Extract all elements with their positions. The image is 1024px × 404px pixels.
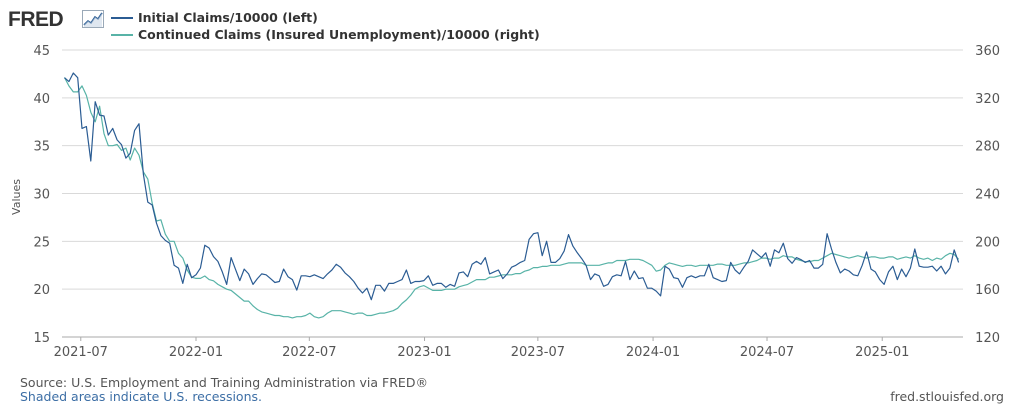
recession-note-link[interactable]: Shaded areas indicate U.S. recessions. (20, 389, 262, 404)
right-tick-label: 200 (975, 235, 1000, 250)
right-tick-label: 280 (975, 140, 1000, 155)
chart-line-icon (82, 10, 104, 28)
source-note: Source: U.S. Employment and Training Adm… (20, 375, 428, 390)
x-tick-label: 2023-01 (397, 345, 451, 360)
left-tick-label: 25 (33, 235, 50, 250)
fred-url-link[interactable]: fred.stlouisfed.org (890, 389, 1004, 404)
right-tick-label: 120 (975, 331, 1000, 346)
left-tick-label: 30 (33, 188, 50, 203)
initial-claims-line (64, 72, 960, 301)
left-axis-ticks: 15 20 25 30 35 40 45 (33, 44, 50, 346)
grid-lines (62, 49, 963, 338)
left-tick-label: 45 (33, 44, 50, 59)
legend-swatch-continued (111, 34, 133, 36)
right-tick-label: 320 (975, 92, 1000, 107)
continued-claims-line (63, 77, 960, 319)
x-tick-label: 2025-01 (855, 345, 909, 360)
legend-label-initial: Initial Claims/10000 (left) (138, 10, 318, 25)
left-tick-label: 20 (33, 283, 50, 298)
x-tick-label: 2024-01 (626, 345, 680, 360)
right-tick-label: 160 (975, 283, 1000, 298)
x-tick-label: 2021-07 (54, 345, 108, 360)
series-lines (63, 72, 960, 319)
right-tick-label: 240 (975, 188, 1000, 203)
chart-plot: 15 20 25 30 35 40 45 120 160 200 240 280 320 360 202… (10, 44, 1000, 360)
x-tick-label: 2023-07 (511, 345, 565, 360)
x-tick-label: 2024-07 (740, 345, 794, 360)
fred-logo[interactable]: FRED (8, 8, 64, 31)
right-tick-label: 360 (975, 44, 1000, 59)
left-tick-label: 35 (33, 140, 50, 155)
x-tick-label: 2022-07 (282, 345, 336, 360)
left-tick-label: 15 (33, 331, 50, 346)
legend-label-continued: Continued Claims (Insured Unemployment)/… (138, 27, 540, 42)
chart-header: FRED Initial Claims/10000 (left) Continu… (8, 6, 708, 46)
x-axis-ticks: 2021-07 2022-01 2022-07 2023-01 2023-07 2024-… (54, 337, 909, 360)
y-axis-label: Values (10, 179, 23, 215)
legend-swatch-initial (111, 17, 133, 19)
right-axis-ticks: 120 160 200 240 280 320 360 (975, 44, 1000, 346)
x-tick-label: 2022-01 (169, 345, 223, 360)
left-tick-label: 40 (33, 92, 50, 107)
